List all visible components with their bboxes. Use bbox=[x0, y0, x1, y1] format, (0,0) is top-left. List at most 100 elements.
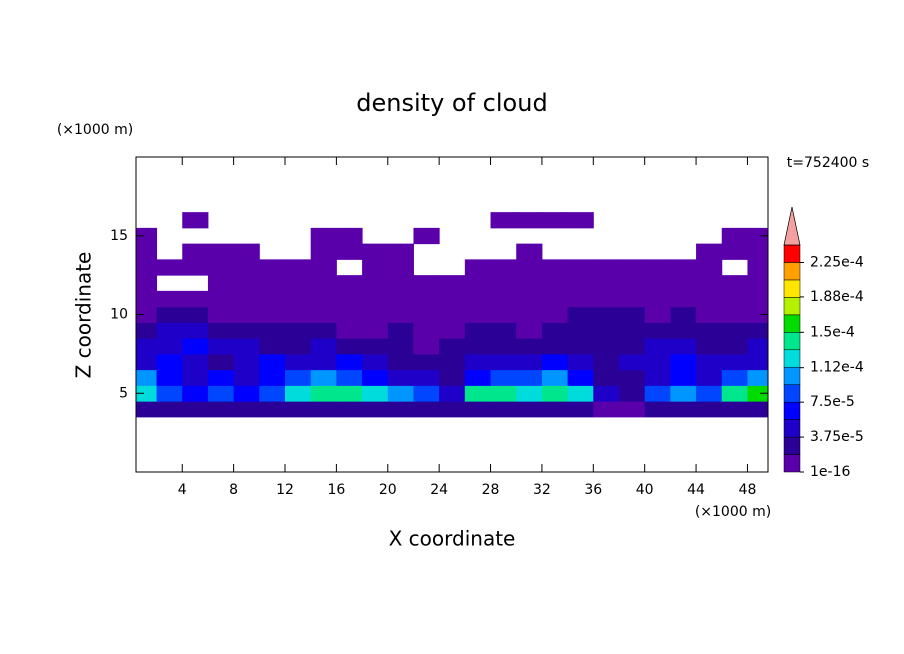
contour-cell bbox=[670, 385, 697, 402]
contour-cell bbox=[182, 401, 209, 418]
contour-cell bbox=[233, 275, 260, 292]
contour-cell bbox=[747, 322, 768, 339]
contour-cell bbox=[362, 385, 389, 402]
contour-cell bbox=[310, 227, 337, 245]
contour-cell bbox=[233, 306, 260, 323]
contour-cell bbox=[593, 401, 620, 418]
contour-cell bbox=[156, 306, 183, 323]
contour-cell bbox=[721, 275, 748, 292]
contour-cell bbox=[156, 290, 183, 308]
contour-cell bbox=[593, 338, 620, 355]
contour-cell bbox=[618, 385, 646, 402]
contour-cell bbox=[285, 259, 312, 276]
contour-cell bbox=[182, 322, 209, 339]
y-unit: (×1000 m) bbox=[57, 122, 133, 138]
contour-cell bbox=[362, 290, 389, 308]
contour-cell bbox=[618, 259, 646, 276]
contour-cell bbox=[541, 369, 569, 386]
contour-cell bbox=[439, 290, 466, 308]
x-tick-label: 12 bbox=[276, 482, 294, 498]
contour-cell bbox=[696, 338, 723, 355]
contour-cell bbox=[464, 306, 492, 323]
contour-cell bbox=[362, 353, 389, 371]
contour-cell bbox=[387, 353, 414, 371]
contour-cell bbox=[747, 227, 768, 245]
contour-cell bbox=[670, 306, 697, 323]
chart-title: density of cloud bbox=[356, 89, 547, 117]
contour-cell bbox=[490, 275, 517, 292]
contour-cell bbox=[182, 259, 209, 276]
contour-cell bbox=[336, 322, 363, 339]
contour-cell bbox=[721, 243, 748, 260]
contour-cell bbox=[439, 369, 466, 386]
colorbar-band bbox=[783, 454, 801, 473]
contour-cell bbox=[644, 275, 671, 292]
contour-cell bbox=[387, 338, 414, 355]
contour-cell bbox=[696, 243, 723, 260]
contour-cell bbox=[336, 275, 363, 292]
contour-cell bbox=[567, 306, 594, 323]
contour-cell bbox=[439, 353, 466, 371]
contour-cell bbox=[413, 290, 440, 308]
contour-cell bbox=[567, 353, 594, 371]
contour-cell bbox=[439, 401, 466, 418]
contour-cell bbox=[336, 338, 363, 355]
contour-cell bbox=[541, 401, 569, 418]
contour-cell bbox=[516, 243, 543, 260]
contour-cell bbox=[516, 259, 543, 276]
contour-cell bbox=[207, 385, 235, 402]
contour-cell bbox=[439, 322, 466, 339]
contour-cell bbox=[464, 338, 492, 355]
contour-cell bbox=[696, 322, 723, 339]
contour-cell bbox=[618, 290, 646, 308]
contour-cell bbox=[310, 385, 337, 402]
contour-cell bbox=[541, 353, 569, 371]
contour-cell bbox=[387, 401, 414, 418]
colorbar-band bbox=[783, 314, 801, 333]
contour-cell bbox=[696, 385, 723, 402]
contour-cell bbox=[567, 401, 594, 418]
x-tick-label: 40 bbox=[636, 482, 654, 498]
contour-cell bbox=[259, 338, 286, 355]
contour-cell bbox=[670, 401, 697, 418]
contour-cell bbox=[285, 385, 312, 402]
contour-cell bbox=[644, 306, 671, 323]
contour-cell bbox=[644, 385, 671, 402]
contour-cell bbox=[618, 338, 646, 355]
contour-cell bbox=[618, 306, 646, 323]
contour-cell bbox=[644, 290, 671, 308]
contour-cell bbox=[516, 212, 543, 229]
contour-cell bbox=[541, 306, 569, 323]
contour-cell bbox=[182, 290, 209, 308]
contour-cell bbox=[336, 369, 363, 386]
contour-cell bbox=[618, 401, 646, 418]
contour-cell bbox=[336, 227, 363, 245]
contour-cell bbox=[285, 306, 312, 323]
contour-cell bbox=[747, 401, 768, 418]
contour-cell bbox=[541, 212, 569, 229]
contour-cell bbox=[541, 259, 569, 276]
colorbar-extend bbox=[783, 206, 801, 246]
x-tick-label: 20 bbox=[379, 482, 397, 498]
contour-cell bbox=[670, 275, 697, 292]
contour-cell bbox=[490, 401, 517, 418]
colorbar-band bbox=[783, 366, 801, 385]
x-tick-label: 36 bbox=[584, 482, 602, 498]
colorbar-band bbox=[783, 297, 801, 316]
x-tick-label: 16 bbox=[327, 482, 345, 498]
contour-cell bbox=[387, 275, 414, 292]
contour-cell bbox=[310, 353, 337, 371]
contour-cell bbox=[285, 275, 312, 292]
contour-cell bbox=[136, 401, 158, 418]
contour-cell bbox=[233, 353, 260, 371]
contour-cell bbox=[593, 385, 620, 402]
contour-cell bbox=[387, 306, 414, 323]
contour-cell bbox=[285, 322, 312, 339]
contour-cell bbox=[593, 290, 620, 308]
time-label: t=752400 s bbox=[787, 155, 869, 171]
contour-cell bbox=[259, 306, 286, 323]
contour-cell bbox=[362, 401, 389, 418]
contour-cell bbox=[156, 401, 183, 418]
contour-cell bbox=[567, 212, 594, 229]
